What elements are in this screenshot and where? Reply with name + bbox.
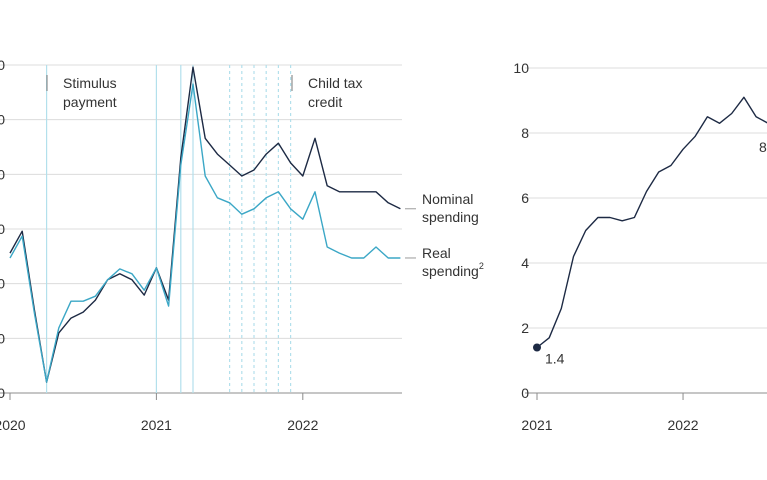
real-spending-label: Real xyxy=(422,245,451,261)
end-value-label: 8 xyxy=(759,139,767,155)
right-y-tick-label: 0 xyxy=(521,385,529,401)
series-label-text: spending xyxy=(422,263,479,279)
start-value-label: 1.4 xyxy=(545,351,565,367)
left-y-tick-label: 10 xyxy=(0,221,5,237)
series-label-text: Real xyxy=(422,245,451,261)
start-point-marker xyxy=(533,343,541,352)
nominal-spending-label: Nominal xyxy=(422,191,473,207)
right-y-tick-label: 2 xyxy=(521,320,529,336)
left-y-tick-label: -10 xyxy=(0,330,5,346)
child-tax-credit-label: credit xyxy=(308,94,342,110)
real-spending-label: spending2 xyxy=(422,261,484,279)
footnote-superscript: 2 xyxy=(479,261,484,271)
stimulus-payment-label: payment xyxy=(63,94,117,110)
right-x-tick-label: 2022 xyxy=(667,417,698,433)
left-y-tick-label: 40 xyxy=(0,57,5,73)
left-y-tick-label: -20 xyxy=(0,385,5,401)
right-y-tick-label: 8 xyxy=(521,125,529,141)
left-x-tick-label: 2022 xyxy=(287,417,318,433)
real-spending-line xyxy=(9,83,401,383)
stimulus-payment-label: Stimulus xyxy=(63,75,117,91)
right-chart-inflation: 10 8 6 4 2 0 2021 2022 1.4 8 xyxy=(513,60,767,433)
right-y-tick-label: 4 xyxy=(521,255,529,271)
left-y-tick-label: 20 xyxy=(0,166,5,182)
left-x-tick-label: 2021 xyxy=(141,417,172,433)
left-y-tick-label: 0 xyxy=(0,276,5,292)
right-x-tick-label: 2021 xyxy=(521,417,552,433)
nominal-spending-line xyxy=(9,66,401,383)
inflation-line xyxy=(536,96,767,349)
nominal-spending-label: spending xyxy=(422,209,479,225)
child-tax-credit-label: Child tax xyxy=(308,75,362,91)
left-y-tick-label: 30 xyxy=(0,112,5,128)
right-y-tick-label: 10 xyxy=(513,60,529,76)
series-label-text: spending xyxy=(422,209,479,225)
series-label-text: Nominal xyxy=(422,191,473,207)
right-y-tick-label: 6 xyxy=(521,190,529,206)
